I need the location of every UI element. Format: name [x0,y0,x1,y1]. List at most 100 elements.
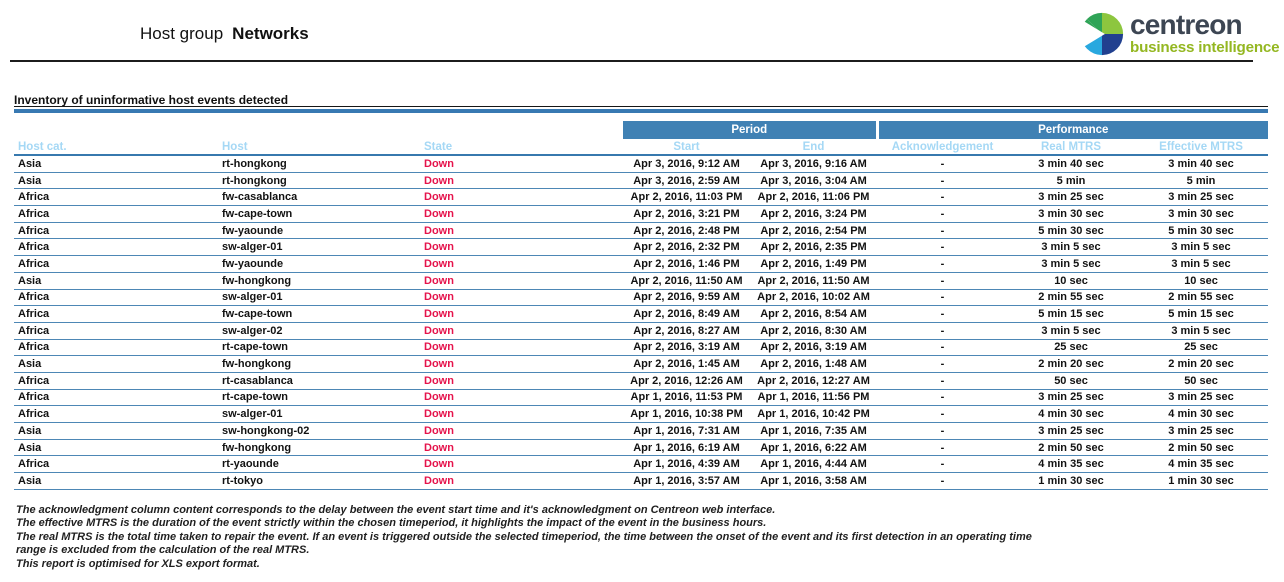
cell-state: Down [420,205,623,223]
cell-host-cat: Africa [14,255,218,273]
cell-real-mtrs: 3 min 25 sec [1008,422,1135,440]
cell-acknowledgement: - [877,372,1009,390]
cell-acknowledgement: - [877,155,1009,173]
table-row: Africa rt-yaounde Down Apr 1, 2016, 4:39 AM… [14,455,1269,474]
cell-acknowledgement: - [877,255,1009,273]
cell-end: Apr 2, 2016, 11:06 PM [750,188,878,207]
table-row: Africa sw-alger-02 Down Apr 2, 2016, 8:27 A… [14,322,1269,340]
cell-end: Apr 2, 2016, 8:54 AM [750,305,878,323]
cell-host: rt-hongkong [218,155,420,173]
cell-host-cat: Africa [14,222,218,240]
section-underline-black [14,106,1268,107]
cell-end: Apr 2, 2016, 10:02 AM [750,289,878,307]
cell-state: Down [420,289,623,307]
page-title-prefix: Host group [140,24,224,43]
table-row: Africa sw-alger-01 Down Apr 1, 2016, 10:38 … [14,405,1269,423]
column-header-start: Start [673,140,700,153]
cell-host: sw-alger-01 [218,289,420,307]
cell-effective-mtrs: 5 min 30 sec [1134,222,1269,240]
table-row: Asia rt-hongkong Down Apr 3, 2016, 2:59 AM A… [14,172,1269,190]
cell-end: Apr 2, 2016, 12:27 AM [750,372,878,390]
table-row: Asia rt-tokyo Down Apr 1, 2016, 3:57 AM Apr … [14,472,1269,490]
cell-start: Apr 3, 2016, 2:59 AM [623,172,750,190]
cell-start: Apr 1, 2016, 6:19 AM [623,439,750,457]
cell-start: Apr 1, 2016, 3:57 AM [623,472,750,490]
cell-effective-mtrs: 3 min 5 sec [1134,322,1269,340]
cell-host-cat: Africa [14,289,218,307]
table-row: Africa fw-yaounde Down Apr 2, 2016, 1:46 PM… [14,255,1269,273]
group-header-spacer [14,121,623,139]
cell-start: Apr 2, 2016, 1:45 AM [623,355,750,373]
cell-acknowledgement: - [877,305,1009,323]
footer-notes: The acknowledgment column content corres… [16,504,1266,571]
cell-host: rt-tokyo [218,472,420,490]
column-header-real-mtrs: Real MTRS [1040,140,1102,153]
cell-real-mtrs: 10 sec [1008,272,1135,290]
cell-acknowledgement: - [877,389,1009,407]
section-underline-blue [14,109,1268,113]
cell-host: sw-hongkong-02 [218,422,420,440]
table-row: Asia rt-hongkong Down Apr 3, 2016, 9:12 AM A… [14,155,1269,173]
cell-end: Apr 2, 2016, 8:30 AM [750,322,878,340]
cell-host: rt-yaounde [218,455,420,474]
cell-acknowledgement: - [877,172,1009,190]
cell-acknowledgement: - [877,222,1009,240]
cell-effective-mtrs: 5 min [1134,172,1269,190]
cell-end: Apr 2, 2016, 11:50 AM [750,272,878,290]
cell-end: Apr 3, 2016, 3:04 AM [750,172,878,190]
table-row: Africa rt-casablanca Down Apr 2, 2016, 12:2… [14,372,1269,390]
footer-note-line: The real MTRS is the total time taken to… [16,530,1032,543]
cell-start: Apr 2, 2016, 11:50 AM [623,272,750,290]
centreon-logo-icon [1079,12,1124,56]
section-title: Inventory of uninformative host events d… [14,93,289,107]
cell-host: sw-alger-01 [218,238,420,257]
cell-state: Down [420,155,623,173]
cell-effective-mtrs: 3 min 25 sec [1134,422,1269,440]
logo-brand-name: centreon [1130,9,1243,40]
table-row: Africa sw-alger-01 Down Apr 2, 2016, 2:32 P… [14,238,1269,257]
footer-note-line: range is excluded from the calculation o… [16,544,310,557]
cell-host-cat: Asia [14,472,218,490]
cell-real-mtrs: 5 min 30 sec [1008,222,1135,240]
cell-end: Apr 1, 2016, 11:56 PM [750,389,878,407]
cell-start: Apr 1, 2016, 7:31 AM [623,422,750,440]
cell-real-mtrs: 3 min 5 sec [1008,255,1135,273]
footer-note-line: The effective MTRS is the duration of th… [16,517,767,530]
cell-start: Apr 2, 2016, 9:59 AM [623,289,750,307]
header-divider [10,60,1253,62]
cell-end: Apr 3, 2016, 9:16 AM [750,155,878,173]
cell-acknowledgement: - [877,405,1009,423]
cell-state: Down [420,405,623,423]
cell-acknowledgement: - [877,422,1009,440]
cell-host-cat: Africa [14,405,218,423]
table-row: Africa fw-casablanca Down Apr 2, 2016, 11:0… [14,188,1269,207]
cell-effective-mtrs: 2 min 50 sec [1134,439,1269,457]
cell-host-cat: Africa [14,305,218,323]
cell-host-cat: Africa [14,238,218,257]
cell-effective-mtrs: 3 min 5 sec [1134,255,1269,273]
cell-acknowledgement: - [877,238,1009,257]
cell-state: Down [420,272,623,290]
cell-host: fw-yaounde [218,222,420,240]
cell-state: Down [420,188,623,207]
cell-effective-mtrs: 10 sec [1134,272,1269,290]
cell-start: Apr 1, 2016, 11:53 PM [623,389,750,407]
column-header-acknowledgement: Acknowledgement [891,140,994,153]
cell-end: Apr 2, 2016, 3:19 AM [750,339,878,357]
cell-host-cat: Asia [14,422,218,440]
cell-end: Apr 2, 2016, 1:48 AM [750,355,878,373]
cell-host: rt-casablanca [218,372,420,390]
cell-acknowledgement: - [877,472,1009,490]
cell-host: rt-cape-town [218,389,420,407]
table-row: Africa fw-yaounde Down Apr 2, 2016, 2:48 PM… [14,222,1269,240]
column-header-host: Host [222,140,248,153]
cell-state: Down [420,372,623,390]
table-row: Africa fw-cape-town Down Apr 2, 2016, 8:49 … [14,305,1269,323]
cell-state: Down [420,322,623,340]
cell-state: Down [420,455,623,474]
events-table-wrap: Period Performance Host cat. Host State … [14,121,1269,490]
centreon-logo: centreon business intelligence [1079,9,1280,57]
cell-real-mtrs: 1 min 30 sec [1008,472,1135,490]
cell-host: rt-hongkong [218,172,420,190]
cell-real-mtrs: 3 min 40 sec [1008,155,1135,173]
